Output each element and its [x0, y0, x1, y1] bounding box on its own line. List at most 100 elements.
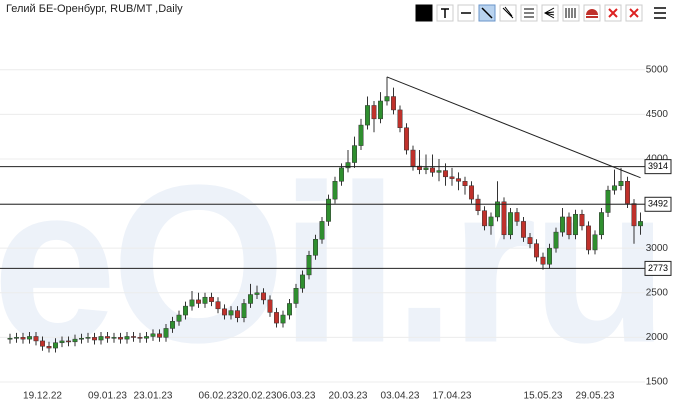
candle-body [144, 336, 149, 339]
candle-body [313, 238, 318, 256]
level-label: 3914 [648, 161, 668, 171]
y-tick-label: 1500 [646, 377, 669, 388]
candle-body [261, 292, 266, 301]
candle-body [98, 336, 104, 341]
candle-body [345, 162, 351, 169]
candle-body [365, 105, 370, 126]
candle-body [397, 109, 403, 129]
delete-all-tool[interactable] [625, 4, 643, 22]
candle-body [430, 167, 435, 173]
candle-body [176, 314, 182, 322]
candle-body [566, 216, 572, 236]
candle-body [605, 189, 611, 213]
candle-body [280, 314, 286, 324]
candle-body [287, 303, 292, 316]
x-tick-label: 03.04.23 [381, 391, 420, 402]
candle-body [326, 198, 331, 222]
candle-body [618, 181, 624, 186]
candle-body [163, 328, 169, 338]
candle-body [40, 340, 45, 347]
candle-body [625, 181, 630, 204]
candle-body [46, 346, 52, 349]
trendline-tool[interactable] [478, 4, 496, 22]
fib-tool[interactable] [562, 4, 580, 22]
hline-tool[interactable] [457, 4, 475, 22]
candle-body [228, 310, 234, 316]
candle-body [462, 181, 468, 186]
x-tick-label: 09.01.23 [88, 391, 127, 402]
candle-body [79, 337, 84, 340]
candle-body [482, 210, 487, 227]
candle-body [111, 337, 117, 339]
candle-body [501, 201, 507, 236]
channel-tool[interactable] [520, 4, 538, 22]
candle-body [358, 124, 364, 146]
candle-body [631, 203, 637, 227]
y-tick-label: 3000 [646, 243, 669, 254]
candle-body [391, 96, 396, 111]
x-tick-label: 23.01.23 [134, 391, 173, 402]
watermark: eOil.ru [0, 137, 663, 389]
candle-body [14, 337, 19, 339]
y-tick-label: 2000 [646, 332, 669, 343]
toolbar [415, 4, 666, 22]
chart-title: Гелий БЕ-Оренбург, RUB/MT ,Daily [6, 3, 183, 15]
candle-body [7, 337, 13, 340]
candle-body [534, 243, 539, 258]
candle-body [150, 333, 156, 337]
menu-button[interactable] [654, 7, 666, 19]
candle-body [352, 145, 357, 163]
y-tick-label: 4500 [646, 109, 669, 120]
text-tool[interactable] [436, 4, 454, 22]
candle-body [306, 255, 312, 276]
delete-tool[interactable] [604, 4, 622, 22]
candle-body [527, 237, 533, 244]
candle-body [92, 337, 97, 341]
color-tool[interactable] [415, 4, 433, 22]
candle-body [20, 337, 26, 340]
candle-body [436, 170, 442, 173]
candle-body [599, 212, 604, 236]
trend-line [386, 76, 641, 179]
level-label: 2773 [648, 263, 668, 273]
candle-body [189, 299, 195, 307]
candle-body [540, 256, 546, 265]
fan-tool[interactable] [541, 4, 559, 22]
candle-body [592, 234, 598, 251]
candle-body [553, 231, 559, 249]
candle-body [300, 274, 305, 289]
candle-body [508, 212, 513, 236]
candle-body [170, 321, 175, 329]
candle-body [371, 105, 377, 120]
candle-body [72, 338, 78, 343]
clear-tool[interactable] [583, 4, 601, 22]
candle-body [410, 149, 416, 167]
candle-body [612, 185, 617, 191]
candle-body [495, 201, 500, 218]
candle-body [248, 294, 253, 304]
candle-body [339, 167, 344, 182]
x-tick-label: 17.04.23 [433, 391, 472, 402]
candle-body [638, 221, 643, 227]
candle-body [384, 96, 390, 102]
candle-body [105, 336, 110, 339]
candle-body [579, 214, 585, 227]
candle-body [267, 299, 273, 313]
candle-body [241, 303, 247, 318]
candle-body [196, 299, 201, 304]
x-tick-label: 15.05.23 [524, 391, 563, 402]
candle-body [53, 342, 58, 349]
candle-body [59, 340, 65, 343]
y-tick-label: 5000 [646, 64, 669, 75]
x-tick-label: 29.05.23 [576, 391, 615, 402]
candle-body [235, 310, 240, 318]
candle-body [202, 296, 208, 304]
level-label: 3492 [648, 199, 668, 209]
candle-body [417, 165, 422, 170]
candle-body [586, 225, 591, 251]
candle-body [27, 336, 32, 340]
candle-body [456, 178, 461, 182]
ray-tool[interactable] [499, 4, 517, 22]
